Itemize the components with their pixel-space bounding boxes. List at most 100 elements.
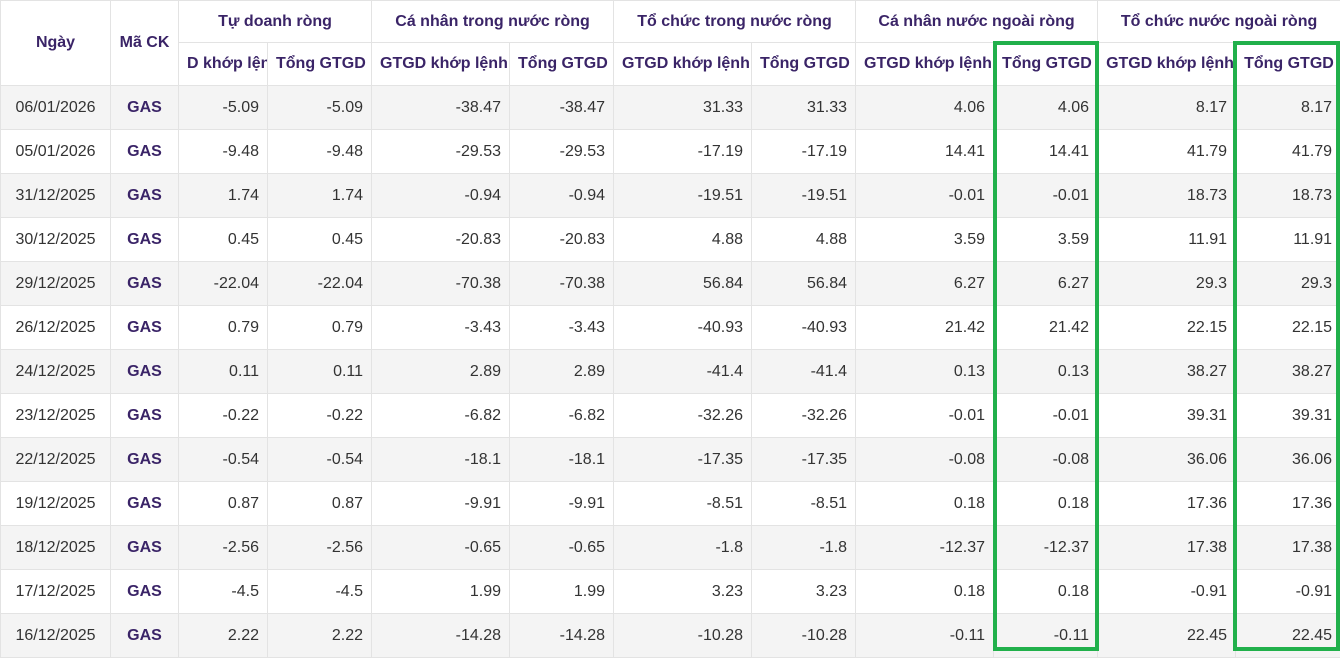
cell-code[interactable]: GAS xyxy=(111,438,179,482)
column-header-domestic-individual-total[interactable]: Tổng GTGD xyxy=(510,43,614,86)
cell-date: 17/12/2025 xyxy=(1,570,111,614)
cell-foreign-individual-match: 6.27 xyxy=(856,262,994,306)
cell-code[interactable]: GAS xyxy=(111,262,179,306)
cell-foreign-individual-total: 4.06 xyxy=(994,86,1098,130)
cell-code[interactable]: GAS xyxy=(111,570,179,614)
cell-date: 23/12/2025 xyxy=(1,394,111,438)
group-header-domestic-institution: Tổ chức trong nước ròng xyxy=(614,1,856,43)
cell-proprietary-match: -5.09 xyxy=(179,86,268,130)
cell-date: 31/12/2025 xyxy=(1,174,111,218)
cell-domestic-institution-match: -19.51 xyxy=(614,174,752,218)
column-header-foreign-individual-match[interactable]: GTGD khớp lệnh xyxy=(856,43,994,86)
cell-domestic-individual-match: -0.94 xyxy=(372,174,510,218)
cell-foreign-institution-total: 17.36 xyxy=(1236,482,1340,526)
cell-domestic-institution-total: 4.88 xyxy=(752,218,856,262)
cell-domestic-individual-total: -0.94 xyxy=(510,174,614,218)
cell-date: 16/12/2025 xyxy=(1,614,111,658)
cell-code[interactable]: GAS xyxy=(111,394,179,438)
cell-proprietary-total: -2.56 xyxy=(268,526,372,570)
cell-date: 06/01/2026 xyxy=(1,86,111,130)
column-header-date[interactable]: Ngày xyxy=(1,1,111,86)
column-header-foreign-individual-total[interactable]: Tổng GTGD xyxy=(994,43,1098,86)
cell-proprietary-match: -2.56 xyxy=(179,526,268,570)
cell-domestic-institution-match: -40.93 xyxy=(614,306,752,350)
cell-proprietary-total: -9.48 xyxy=(268,130,372,174)
cell-foreign-individual-total: -0.01 xyxy=(994,394,1098,438)
cell-foreign-institution-match: 22.15 xyxy=(1098,306,1236,350)
cell-code[interactable]: GAS xyxy=(111,350,179,394)
cell-code[interactable]: GAS xyxy=(111,526,179,570)
cell-domestic-institution-total: -17.19 xyxy=(752,130,856,174)
column-header-domestic-institution-total[interactable]: Tổng GTGD xyxy=(752,43,856,86)
cell-proprietary-total: 0.11 xyxy=(268,350,372,394)
cell-proprietary-match: 0.11 xyxy=(179,350,268,394)
cell-foreign-individual-match: 4.06 xyxy=(856,86,994,130)
column-header-domestic-institution-match[interactable]: GTGD khớp lệnh xyxy=(614,43,752,86)
cell-domestic-institution-match: 31.33 xyxy=(614,86,752,130)
cell-domestic-individual-match: 2.89 xyxy=(372,350,510,394)
cell-foreign-individual-match: -0.08 xyxy=(856,438,994,482)
cell-domestic-institution-match: -10.28 xyxy=(614,614,752,658)
cell-foreign-individual-total: 14.41 xyxy=(994,130,1098,174)
column-header-foreign-institution-match[interactable]: GTGD khớp lệnh xyxy=(1098,43,1236,86)
cell-foreign-institution-match: 17.36 xyxy=(1098,482,1236,526)
column-header-proprietary-match[interactable]: D khớp lệnh xyxy=(179,43,268,86)
cell-domestic-individual-match: -3.43 xyxy=(372,306,510,350)
cell-foreign-individual-match: 14.41 xyxy=(856,130,994,174)
cell-foreign-individual-total: 3.59 xyxy=(994,218,1098,262)
cell-code[interactable]: GAS xyxy=(111,174,179,218)
cell-domestic-individual-total: -20.83 xyxy=(510,218,614,262)
cell-domestic-individual-match: -18.1 xyxy=(372,438,510,482)
cell-domestic-institution-total: -8.51 xyxy=(752,482,856,526)
cell-date: 30/12/2025 xyxy=(1,218,111,262)
cell-domestic-individual-total: -18.1 xyxy=(510,438,614,482)
cell-foreign-institution-total: 22.15 xyxy=(1236,306,1340,350)
column-header-proprietary-total[interactable]: Tổng GTGD xyxy=(268,43,372,86)
cell-code[interactable]: GAS xyxy=(111,306,179,350)
cell-proprietary-match: 0.87 xyxy=(179,482,268,526)
cell-proprietary-total: 2.22 xyxy=(268,614,372,658)
cell-code[interactable]: GAS xyxy=(111,86,179,130)
cell-code[interactable]: GAS xyxy=(111,130,179,174)
cell-proprietary-total: 0.79 xyxy=(268,306,372,350)
cell-foreign-individual-match: -0.01 xyxy=(856,174,994,218)
cell-foreign-institution-total: 22.45 xyxy=(1236,614,1340,658)
cell-domestic-individual-match: -9.91 xyxy=(372,482,510,526)
cell-foreign-individual-match: 3.59 xyxy=(856,218,994,262)
cell-domestic-individual-total: -70.38 xyxy=(510,262,614,306)
cell-domestic-individual-total: -3.43 xyxy=(510,306,614,350)
cell-domestic-individual-total: 1.99 xyxy=(510,570,614,614)
cell-proprietary-total: -5.09 xyxy=(268,86,372,130)
cell-foreign-institution-total: 11.91 xyxy=(1236,218,1340,262)
column-header-code[interactable]: Mã CK xyxy=(111,1,179,86)
cell-domestic-institution-total: -40.93 xyxy=(752,306,856,350)
cell-code[interactable]: GAS xyxy=(111,614,179,658)
cell-foreign-institution-match: 18.73 xyxy=(1098,174,1236,218)
cell-domestic-individual-total: -14.28 xyxy=(510,614,614,658)
column-header-domestic-individual-match[interactable]: GTGD khớp lệnh xyxy=(372,43,510,86)
cell-domestic-institution-total: -19.51 xyxy=(752,174,856,218)
cell-domestic-institution-match: -32.26 xyxy=(614,394,752,438)
cell-proprietary-match: -22.04 xyxy=(179,262,268,306)
cell-domestic-individual-match: -6.82 xyxy=(372,394,510,438)
cell-foreign-individual-total: -0.01 xyxy=(994,174,1098,218)
cell-domestic-individual-match: -29.53 xyxy=(372,130,510,174)
cell-code[interactable]: GAS xyxy=(111,218,179,262)
cell-proprietary-total: -4.5 xyxy=(268,570,372,614)
cell-proprietary-match: -0.22 xyxy=(179,394,268,438)
column-header-foreign-institution-total[interactable]: Tổng GTGD xyxy=(1236,43,1340,86)
cell-code[interactable]: GAS xyxy=(111,482,179,526)
